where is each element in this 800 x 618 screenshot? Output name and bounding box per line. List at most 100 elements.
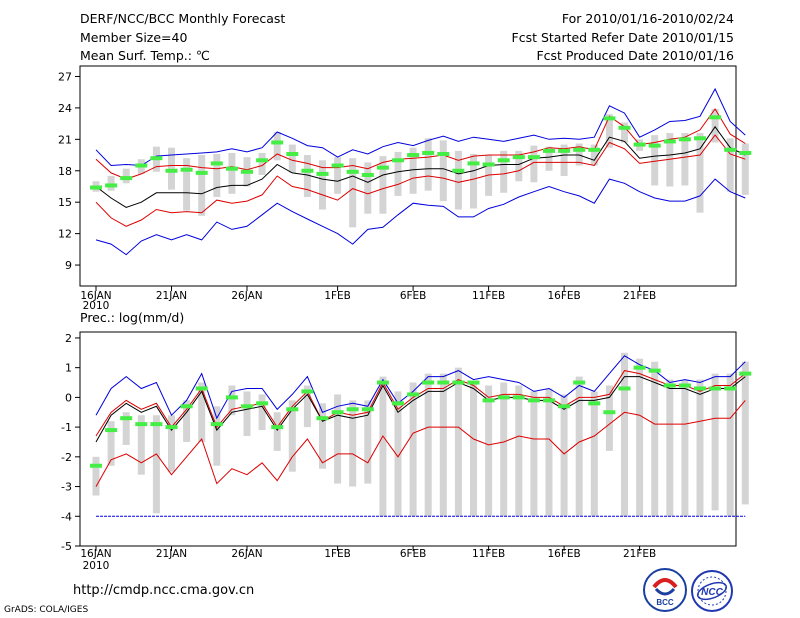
observed-marker xyxy=(467,161,480,166)
y-tick-label: 24 xyxy=(58,102,72,115)
observed-marker xyxy=(165,425,178,430)
temperature-panel: 9 12 15 18 21 24 27 16JAN 21JAN 26JAN 1FEB 6FEB 11FE… xyxy=(58,65,752,312)
range-bar xyxy=(681,379,689,517)
range-bar xyxy=(349,400,357,487)
observed-marker xyxy=(422,150,435,155)
observed-marker xyxy=(694,136,706,141)
observed-marker xyxy=(195,170,208,175)
y-tick-label: 15 xyxy=(58,196,72,209)
range-bar xyxy=(500,382,508,517)
grads-credit: GrADS: COLA/IGES xyxy=(4,605,89,615)
observed-marker xyxy=(150,156,163,161)
observed-marker xyxy=(316,171,329,176)
observed-marker xyxy=(543,148,555,153)
observed-marker xyxy=(482,398,495,403)
observed-marker xyxy=(376,165,389,170)
observed-marker xyxy=(105,183,118,188)
observed-marker xyxy=(497,395,510,400)
observed-marker xyxy=(648,368,661,373)
range-bar xyxy=(590,391,598,517)
observed-marker xyxy=(558,404,571,409)
observed-marker xyxy=(301,389,314,394)
observed-marker xyxy=(361,172,374,177)
range-bar xyxy=(258,394,266,431)
bcc-logo-text: BCC xyxy=(656,598,674,607)
y-tick-label: 12 xyxy=(58,228,72,241)
range-bar xyxy=(228,385,236,416)
x-tick-label: 26JAN xyxy=(231,548,262,560)
x-tick-label: 16FEB xyxy=(547,290,580,302)
x-year-label: 2010 xyxy=(83,560,110,572)
range-bar xyxy=(515,150,523,182)
range-bar xyxy=(605,114,613,148)
observed-marker xyxy=(512,395,525,400)
range-bar xyxy=(696,133,704,213)
observed-marker xyxy=(90,185,102,190)
range-bar xyxy=(243,391,251,437)
observed-marker xyxy=(588,147,601,152)
range-bar xyxy=(590,144,598,166)
range-bar xyxy=(107,176,115,191)
y-tick-label: 1 xyxy=(65,362,72,375)
range-bar xyxy=(319,160,326,210)
range-bar xyxy=(168,415,175,472)
range-bar xyxy=(288,144,296,173)
x-tick-label: 21FEB xyxy=(623,548,656,560)
range-bar xyxy=(651,135,659,186)
range-bar xyxy=(303,385,311,428)
plot-frame xyxy=(79,331,737,547)
observed-marker xyxy=(633,142,646,147)
observed-marker xyxy=(694,386,706,391)
range-bar xyxy=(515,385,523,517)
observed-marker xyxy=(437,380,450,385)
forecast-started-date: Fcst Started Refer Date 2010/01/15 xyxy=(511,30,735,45)
range-bar xyxy=(303,155,311,197)
range-bar xyxy=(485,385,493,517)
x-tick-label: 16JAN xyxy=(80,548,111,560)
series-line-p90 xyxy=(95,370,746,437)
range-bar xyxy=(711,373,719,511)
y-tick-label: 18 xyxy=(58,165,72,178)
series-line-p10 xyxy=(95,400,746,487)
range-bar xyxy=(183,158,191,211)
range-bar xyxy=(168,147,175,190)
range-bar xyxy=(636,358,644,517)
y-tick-label: -4 xyxy=(61,510,72,523)
range-bar xyxy=(424,373,432,517)
range-bar xyxy=(183,400,191,442)
range-bar xyxy=(258,152,266,175)
ncc-logo: NCC xyxy=(691,570,733,612)
range-bar xyxy=(379,156,387,214)
series-line-max xyxy=(95,87,746,167)
observed-marker xyxy=(452,168,465,173)
observed-marker xyxy=(120,176,133,181)
plot-frame xyxy=(79,65,737,287)
range-bar xyxy=(107,421,115,466)
range-bar xyxy=(273,132,281,161)
observed-marker xyxy=(256,401,269,406)
x-tick-label: 6FEB xyxy=(400,290,427,302)
observed-marker xyxy=(663,383,676,388)
series-line-max xyxy=(95,355,746,420)
range-bar xyxy=(379,376,387,517)
observed-marker xyxy=(709,386,722,391)
observed-marker xyxy=(361,407,374,412)
observed-marker xyxy=(678,137,691,142)
x-tick-label: 16JAN xyxy=(80,290,111,302)
observed-marker xyxy=(739,150,752,155)
range-bar xyxy=(152,415,160,514)
range-bar xyxy=(364,400,372,484)
series-line-mean xyxy=(95,376,746,443)
range-bar xyxy=(560,394,568,517)
observed-marker xyxy=(527,155,540,160)
x-tick-label: 6FEB xyxy=(400,548,427,560)
range-bar xyxy=(666,379,674,517)
observed-marker xyxy=(135,422,148,427)
observed-marker xyxy=(392,401,404,406)
y-tick-label: -3 xyxy=(61,481,72,494)
x-tick-label: 21FEB xyxy=(623,290,656,302)
forecast-period: For 2010/01/16-2010/02/24 xyxy=(561,11,734,26)
observed-marker xyxy=(331,163,344,168)
source-url[interactable]: http://cmdp.ncc.cma.gov.cn xyxy=(73,583,255,598)
